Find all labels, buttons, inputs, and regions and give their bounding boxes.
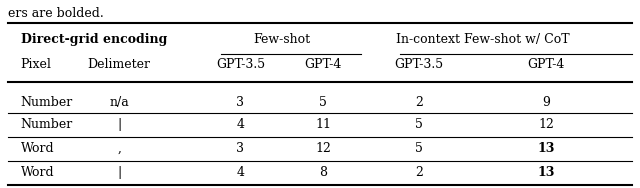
Text: ers are bolded.: ers are bolded.: [8, 7, 104, 20]
Text: Number: Number: [20, 96, 73, 109]
Text: Direct-grid encoding: Direct-grid encoding: [20, 33, 167, 46]
Text: n/a: n/a: [109, 96, 129, 109]
Text: 2: 2: [415, 96, 422, 109]
Text: In-context Few-shot w/ CoT: In-context Few-shot w/ CoT: [396, 33, 570, 46]
Text: Word: Word: [20, 166, 54, 179]
Text: |: |: [117, 118, 122, 131]
Text: 8: 8: [319, 166, 327, 179]
Text: 11: 11: [315, 118, 331, 131]
Text: 5: 5: [415, 118, 422, 131]
Text: GPT-3.5: GPT-3.5: [216, 58, 265, 71]
Text: 3: 3: [236, 96, 244, 109]
Text: Pixel: Pixel: [20, 58, 51, 71]
Text: 5: 5: [415, 142, 422, 155]
Text: 4: 4: [236, 118, 244, 131]
Text: GPT-3.5: GPT-3.5: [394, 58, 444, 71]
Text: ,: ,: [117, 142, 121, 155]
Text: 3: 3: [236, 142, 244, 155]
Text: 5: 5: [319, 96, 327, 109]
Text: 4: 4: [236, 166, 244, 179]
Text: 13: 13: [538, 166, 555, 179]
Text: 2: 2: [415, 166, 422, 179]
Text: Few-shot: Few-shot: [253, 33, 310, 46]
Text: Delimeter: Delimeter: [88, 58, 151, 71]
Text: 12: 12: [538, 118, 554, 131]
Text: 12: 12: [316, 142, 331, 155]
Text: GPT-4: GPT-4: [305, 58, 342, 71]
Text: Word: Word: [20, 142, 54, 155]
Text: Number: Number: [20, 118, 73, 131]
Text: |: |: [117, 166, 122, 179]
Text: GPT-4: GPT-4: [527, 58, 565, 71]
Text: 9: 9: [542, 96, 550, 109]
Text: 13: 13: [538, 142, 555, 155]
